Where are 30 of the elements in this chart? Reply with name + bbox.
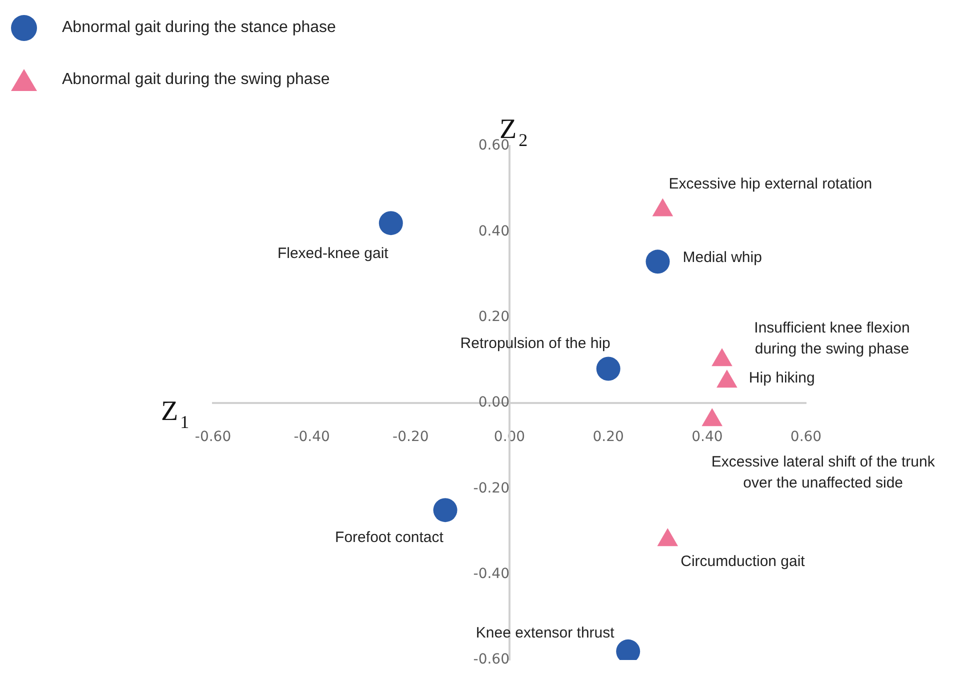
- y-tick-label: -0.20: [473, 480, 510, 496]
- y-tick-label: -0.60: [473, 652, 510, 668]
- x-tick-label: -0.40: [294, 429, 330, 446]
- y-tick-label: 0.00: [478, 394, 510, 411]
- point: [652, 198, 674, 216]
- legend-label: Abnormal gait during the stance phase: [62, 19, 336, 37]
- annotation: Forefoot contact: [335, 529, 444, 546]
- annotation: Retropulsion of the hip: [460, 334, 610, 352]
- annotation: Flexed-knee gait: [277, 245, 390, 262]
- annotation: Insufficient knee flexion during the swing phase: [754, 319, 910, 358]
- y-tick-label: 0.40: [478, 223, 510, 240]
- legend-label: Abnormal gait during the swing phase: [62, 71, 330, 89]
- x-tick-label: -0.60: [194, 429, 232, 446]
- annotation: Excessive lateral shift of the trunk over the unaffected side: [711, 453, 936, 492]
- x-tick-label: 0.40: [692, 429, 723, 446]
- y-tick-label: -0.40: [473, 566, 510, 582]
- point: [657, 528, 678, 546]
- point: [712, 348, 732, 366]
- point: [716, 370, 738, 388]
- x-tick-label: 0.20: [592, 429, 624, 446]
- annotation: Knee extensor thrust: [476, 624, 616, 642]
- x-tick-label: -0.20: [392, 429, 429, 446]
- annotation: Medial whip: [682, 248, 762, 266]
- annotation: Hip hiking: [748, 370, 815, 387]
- annotation: Excessive hip external rotation: [668, 175, 872, 192]
- y-tick-label: 0.60: [478, 138, 510, 154]
- annotation: Circumduction gait: [680, 553, 806, 570]
- point: [702, 408, 722, 426]
- x-tick-label: 0.60: [790, 429, 822, 446]
- y-tick-label: 0.20: [478, 308, 510, 325]
